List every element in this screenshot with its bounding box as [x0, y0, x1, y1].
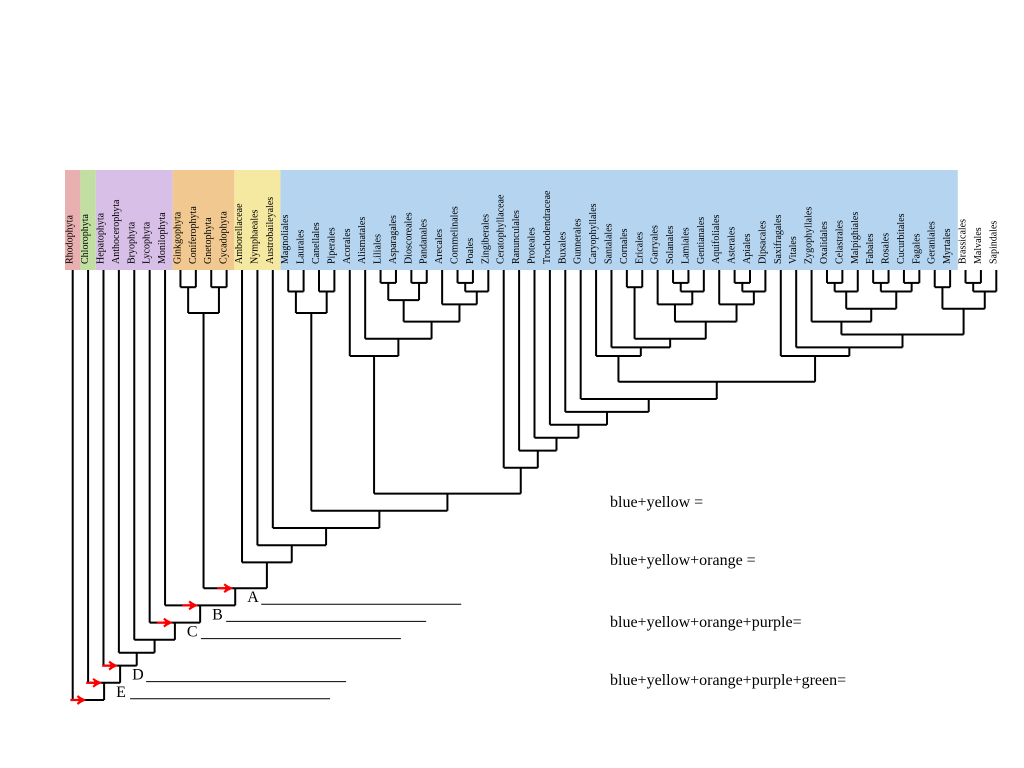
node-arrowhead — [190, 601, 198, 609]
taxon-label: Asparagales — [388, 215, 399, 264]
taxon-label: Dioscoreales — [403, 212, 414, 264]
taxon-label: Solanales — [665, 226, 676, 264]
taxon-label: Anthocerophyta — [111, 199, 122, 264]
taxon-label: Myrtales — [942, 228, 953, 264]
taxon-label: Poales — [465, 238, 476, 264]
taxon-label: Asterales — [727, 227, 738, 264]
taxon-label: Magnoliales — [280, 214, 291, 264]
node-label-B: B — [212, 606, 223, 623]
taxon-label: Trochodendraceae — [542, 190, 553, 264]
taxon-label: Lycophyta — [142, 221, 153, 264]
taxon-label: Apiales — [742, 233, 753, 264]
taxon-label: Rosales — [881, 233, 892, 264]
taxon-label: Cucurbitales — [896, 213, 907, 264]
node-label-E: E — [116, 684, 126, 701]
taxon-label: Austrobaileyales — [265, 197, 276, 264]
taxon-label: Pandanales — [419, 219, 430, 264]
node-label-D: D — [132, 667, 144, 684]
taxon-label: Ceratophyllaceae — [496, 194, 507, 264]
taxon-label: Nymphaeales — [249, 209, 260, 264]
taxon-label: Santalales — [603, 223, 614, 264]
node-arrowhead — [165, 619, 173, 627]
taxon-label: Gnetophyta — [203, 217, 214, 264]
node-arrowhead — [110, 662, 118, 670]
taxon-label: Zingiberales — [480, 214, 491, 264]
taxon-label: Geraniales — [927, 221, 938, 264]
taxon-label: Cycadophyta — [219, 211, 230, 264]
taxon-label: Arecales — [434, 229, 445, 264]
taxon-label: Commelinales — [450, 206, 461, 264]
taxon-label: Fabales — [865, 233, 876, 264]
taxon-label: Coniferophyta — [188, 206, 199, 264]
taxon-label: Alismatales — [357, 217, 368, 264]
node-arrowhead — [94, 679, 102, 687]
taxon-label: Monilophyta — [157, 212, 168, 264]
legend-line: blue+yellow+orange+purple= — [610, 614, 802, 631]
taxon-label: Cornales — [619, 228, 630, 264]
legend-line: blue+yellow+orange = — [610, 552, 756, 569]
taxon-label: Hepatophyta — [95, 212, 106, 264]
taxon-label: Zygophyllales — [804, 207, 815, 264]
taxon-label: Dipsacales — [757, 221, 768, 264]
legend-line: blue+yellow+orange+purple+green= — [610, 672, 846, 689]
taxon-label: Bryophyta — [126, 221, 137, 264]
taxon-label: Proteales — [527, 227, 538, 264]
taxon-label: Celastrales — [834, 220, 845, 264]
node-label-C: C — [187, 624, 198, 641]
taxon-label: Liliales — [373, 234, 384, 264]
taxon-label: Sapindales — [988, 221, 999, 264]
taxon-label: Rhodophyta — [65, 215, 76, 264]
node-arrowhead — [225, 584, 233, 592]
taxon-label: Saxifragales — [773, 214, 784, 264]
taxon-label: Malvales — [973, 227, 984, 264]
taxon-label: Fagales — [911, 233, 922, 264]
taxon-label: Acorales — [342, 228, 353, 264]
legend-line: blue+yellow = — [610, 494, 703, 511]
taxon-label: Ranunculales — [511, 210, 522, 264]
taxon-label: Ginkgophyta — [172, 211, 183, 264]
taxon-label: Brassicales — [958, 219, 969, 264]
taxon-label: Gunnerales — [573, 218, 584, 264]
taxon-label: Garryales — [650, 225, 661, 264]
taxon-label: Caryophyllales — [588, 203, 599, 264]
node-label-A: A — [247, 589, 259, 606]
taxon-label: Aquifoliales — [711, 214, 722, 264]
node-arrowhead — [78, 696, 86, 704]
taxon-label: Chlorophyta — [80, 213, 91, 264]
taxon-label: Vitales — [788, 236, 799, 264]
taxon-label: Piperales — [326, 227, 337, 264]
taxon-label: Oxalidales — [819, 221, 830, 264]
taxon-label: Canellales — [311, 222, 322, 264]
taxon-label: Laurales — [296, 229, 307, 264]
taxon-label: Amborellaceae — [234, 203, 245, 264]
taxon-label: Lamiales — [680, 227, 691, 264]
taxon-label: Ericales — [634, 232, 645, 264]
phylogeny-diagram: Rhodophyta Chlorophyta Hepatophyta Anthocer… — [0, 0, 1024, 768]
taxon-label: Gentianales — [696, 217, 707, 264]
taxon-label: Buxales — [557, 232, 568, 264]
taxon-label: Malpighiales — [850, 212, 861, 264]
